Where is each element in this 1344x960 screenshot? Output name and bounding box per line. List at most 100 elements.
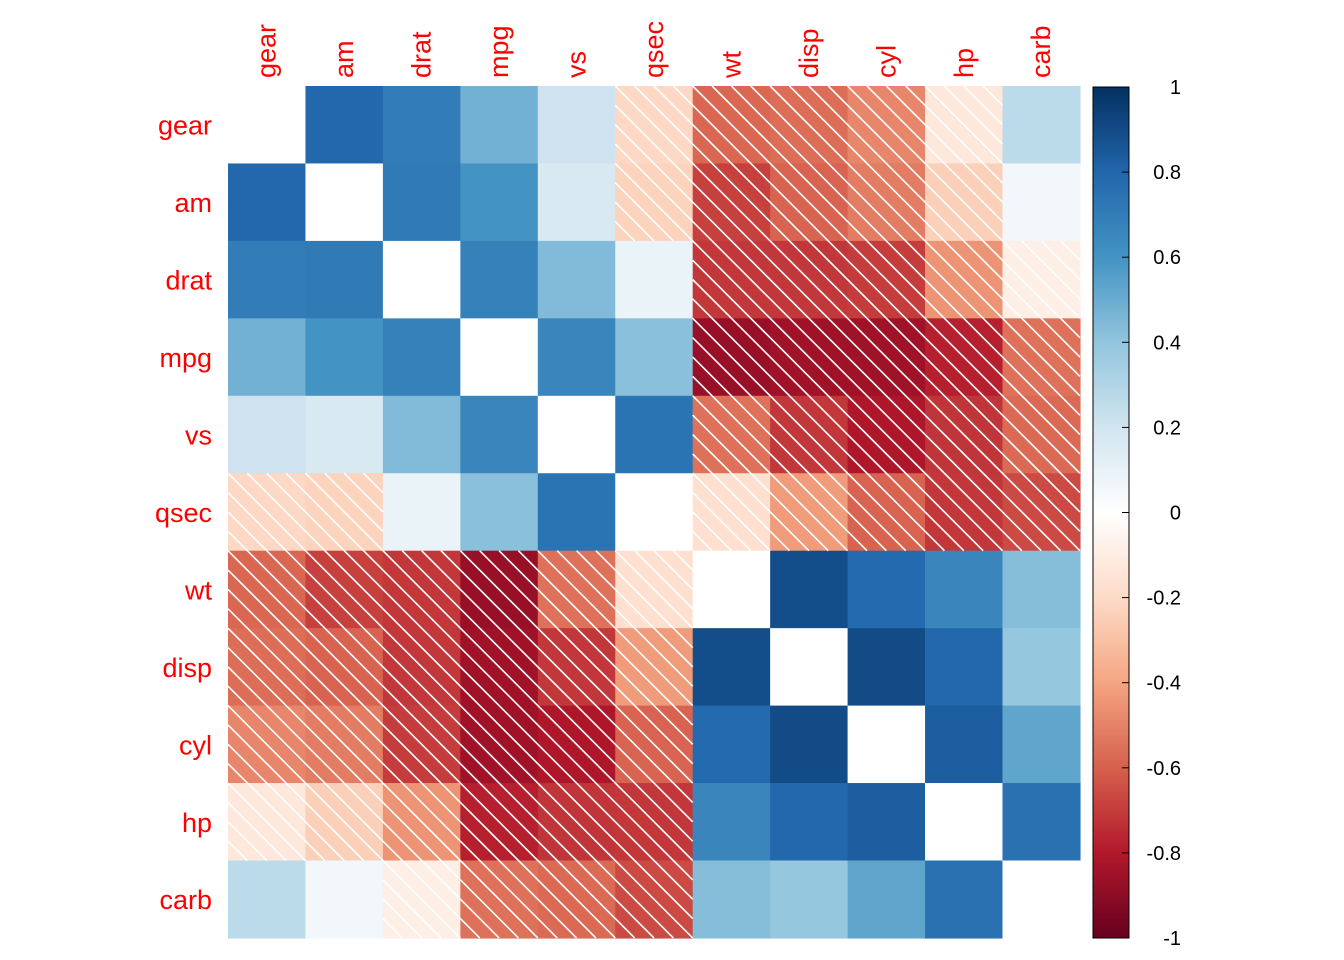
cell-gear-gear xyxy=(228,86,307,165)
cell-disp-wt xyxy=(692,628,771,707)
hatch-drat-cyl xyxy=(847,240,926,319)
hatch-carb-qsec xyxy=(614,859,694,939)
column-label-carb: carb xyxy=(1026,25,1056,78)
row-label-carb: carb xyxy=(159,885,212,915)
hatch-disp-gear xyxy=(227,627,307,707)
hatch-qsec-gear xyxy=(227,472,307,552)
cell-drat-qsec xyxy=(615,240,694,319)
cell-gear-am xyxy=(305,86,384,165)
hatch-disp-mpg xyxy=(459,627,539,707)
hatch-wt-qsec xyxy=(614,550,694,629)
hatch-gear-wt xyxy=(692,85,771,165)
hatch-drat-hp xyxy=(924,240,1004,319)
row-label-mpg: mpg xyxy=(159,343,212,373)
hatch-hp-am xyxy=(304,782,384,862)
hatch-hp-drat xyxy=(382,782,461,862)
cell-carb-am xyxy=(305,860,384,939)
hatch-carb-mpg xyxy=(459,859,539,939)
cell-hp-cyl xyxy=(847,783,926,862)
cell-am-carb xyxy=(1002,163,1081,242)
hatch-qsec-carb xyxy=(1001,472,1081,552)
cell-wt-cyl xyxy=(847,550,926,629)
column-labels: gear am drat mpg vs qsec wt disp cyl hp carb xyxy=(252,21,1056,79)
hatch-mpg-carb xyxy=(1001,317,1081,397)
hatch-cyl-qsec xyxy=(614,705,694,784)
heatmap-cells xyxy=(228,86,1081,939)
hatch-mpg-disp xyxy=(769,317,849,397)
row-label-disp: disp xyxy=(162,653,212,683)
cell-carb-cyl xyxy=(847,860,926,939)
cell-drat-am xyxy=(305,240,384,319)
column-label-cyl: cyl xyxy=(871,45,901,78)
cell-qsec-mpg xyxy=(460,473,539,552)
cell-drat-gear xyxy=(228,240,307,319)
column-label-drat: drat xyxy=(407,31,437,78)
hatch-cyl-mpg xyxy=(459,705,539,784)
cell-vs-mpg xyxy=(460,395,539,474)
cell-cyl-hp xyxy=(925,705,1004,784)
hatch-qsec-am xyxy=(304,472,384,552)
cell-mpg-qsec xyxy=(615,318,694,397)
hatch-qsec-cyl xyxy=(847,472,926,552)
cell-hp-disp xyxy=(770,783,849,862)
colorbar-tick-label: 0.4 xyxy=(1153,332,1181,354)
cell-carb-wt xyxy=(692,860,771,939)
hatch-gear-hp xyxy=(924,85,1004,165)
row-label-am: am xyxy=(174,188,212,218)
colorbar-tick-label: -1 xyxy=(1163,928,1181,950)
hatch-am-qsec xyxy=(614,162,694,242)
cell-drat-vs xyxy=(537,240,616,319)
hatch-gear-qsec xyxy=(614,85,694,165)
column-label-vs: vs xyxy=(562,51,592,78)
cell-wt-carb xyxy=(1002,550,1081,629)
colorbar-tick-label: -0.6 xyxy=(1147,758,1181,780)
cell-qsec-vs xyxy=(537,473,616,552)
colorbar: 1 0.8 0.6 0.4 0.2 0 -0.2 -0.4 -0.6 -0.8 -1 xyxy=(1092,77,1181,950)
hatch-vs-cyl xyxy=(847,395,926,474)
hatch-hp-mpg xyxy=(459,782,539,862)
row-label-cyl: cyl xyxy=(179,730,212,760)
cell-gear-mpg xyxy=(460,86,539,165)
hatch-gear-disp xyxy=(769,85,849,165)
hatch-disp-am xyxy=(304,627,384,707)
colorbar-tick-label: 0 xyxy=(1170,503,1181,525)
cell-hp-wt xyxy=(692,783,771,862)
hatch-mpg-cyl xyxy=(847,317,926,397)
cell-disp-cyl xyxy=(847,628,926,707)
cell-mpg-am xyxy=(305,318,384,397)
cell-gear-carb xyxy=(1002,86,1081,165)
colorbar-tick-label: 0.2 xyxy=(1153,417,1181,439)
row-label-vs: vs xyxy=(185,421,212,451)
cell-hp-carb xyxy=(1002,783,1081,862)
hatch-drat-wt xyxy=(692,240,771,319)
cell-wt-disp xyxy=(770,550,849,629)
cell-carb-disp xyxy=(770,860,849,939)
hatch-cyl-gear xyxy=(227,705,307,784)
cell-vs-vs xyxy=(537,395,616,474)
hatch-hp-gear xyxy=(227,782,307,862)
hatch-am-cyl xyxy=(847,162,926,242)
colorbar-tick-label: -0.4 xyxy=(1147,673,1181,695)
row-label-wt: wt xyxy=(184,575,212,605)
cell-vs-gear xyxy=(228,395,307,474)
row-label-drat: drat xyxy=(165,266,212,296)
column-label-am: am xyxy=(329,40,359,78)
cell-mpg-mpg xyxy=(460,318,539,397)
cell-cyl-cyl xyxy=(847,705,926,784)
hatch-cyl-am xyxy=(304,705,384,784)
negative-hatching xyxy=(227,85,1081,939)
hatch-hp-vs xyxy=(537,782,616,862)
colorbar-tick-label: 0.6 xyxy=(1153,247,1181,269)
column-label-disp: disp xyxy=(794,28,824,78)
hatch-am-disp xyxy=(769,162,849,242)
hatch-wt-drat xyxy=(382,550,461,629)
cell-am-vs xyxy=(537,163,616,242)
cell-am-mpg xyxy=(460,163,539,242)
hatch-wt-mpg xyxy=(459,550,539,629)
hatch-wt-am xyxy=(304,550,384,629)
cell-cyl-carb xyxy=(1002,705,1081,784)
hatch-disp-vs xyxy=(537,627,616,707)
cell-drat-mpg xyxy=(460,240,539,319)
cell-mpg-gear xyxy=(228,318,307,397)
cell-mpg-vs xyxy=(537,318,616,397)
